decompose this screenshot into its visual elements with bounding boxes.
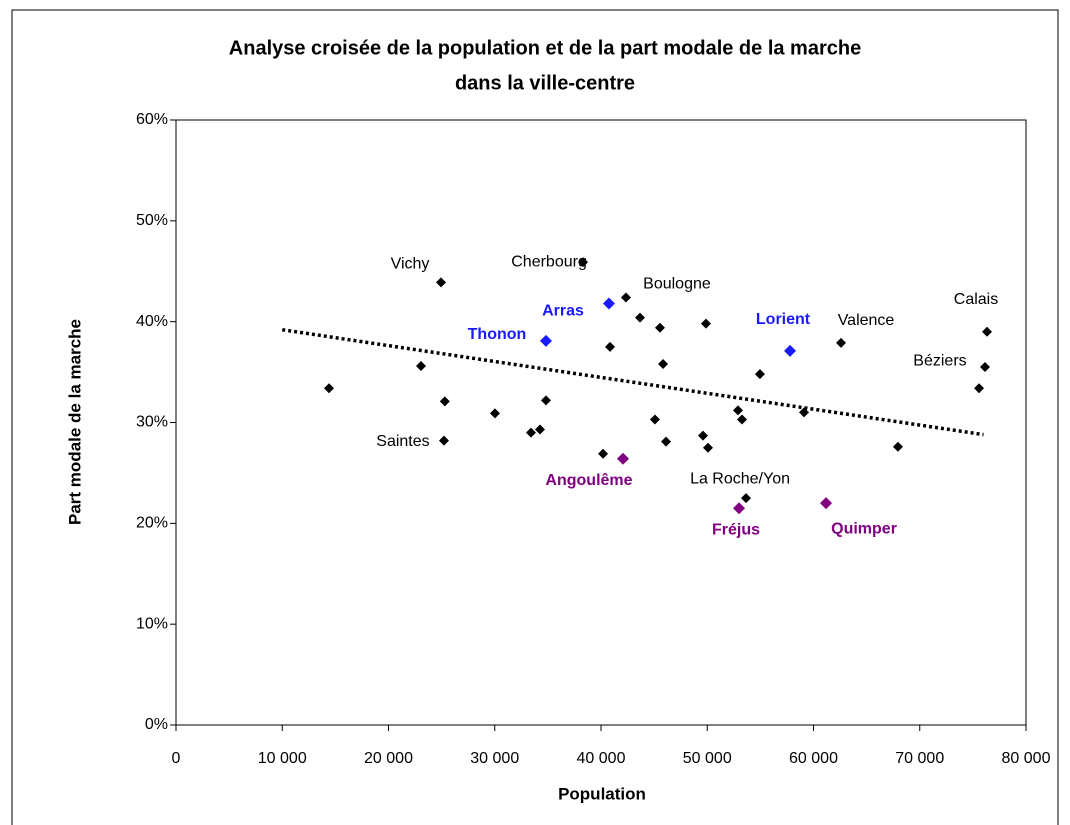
x-tick-label: 30 000 [470,750,519,767]
point [982,326,993,337]
point-label: Saintes [376,433,429,450]
point [616,452,629,465]
point [661,436,672,447]
point [634,312,645,323]
point-label: La Roche/Yon [690,470,790,487]
point [489,408,500,419]
point [416,361,427,372]
x-axis-title: Population [558,784,646,803]
x-tick-label: 0 [172,750,181,767]
point [892,441,903,452]
point-label: Arras [542,303,584,320]
point-label: Angoulême [545,472,632,489]
point [736,414,747,425]
point [540,395,551,406]
point-label: Calais [954,291,998,308]
point [820,497,833,510]
point-label: Valence [838,312,895,329]
point [535,424,546,435]
point [435,277,446,288]
x-tick-label: 20 000 [364,750,413,767]
point [979,362,990,373]
y-tick-label: 0% [145,716,168,733]
y-tick-label: 40% [136,313,168,330]
point [324,383,334,394]
y-tick-label: 30% [136,414,168,431]
y-tick-label: 10% [136,615,168,632]
point-label: Vichy [391,256,430,273]
point [649,414,660,425]
x-tick-label: 80 000 [1002,750,1051,767]
x-tick-label: 10 000 [258,750,307,767]
trendline [281,328,984,437]
point [438,435,449,446]
point [598,448,609,459]
point [784,344,797,357]
point [439,396,450,407]
point [702,442,713,453]
point [700,318,711,329]
point [578,257,589,268]
point [539,334,552,347]
point-label: Boulogne [643,276,711,293]
point [605,341,616,352]
chart-frame [11,9,1059,825]
point [658,359,669,370]
x-tick-label: 70 000 [895,750,944,767]
point [620,292,631,303]
y-tick-label: 60% [136,111,168,128]
point-label: Quimper [831,520,897,537]
point [732,405,743,416]
point [698,430,708,441]
point [974,383,985,394]
chart-title: dans la ville-centre [455,72,635,94]
point [799,407,810,418]
y-axis-title: Part modale de la marche [65,319,84,525]
point-label: Lorient [756,311,811,328]
point [754,369,765,380]
x-tick-label: 40 000 [577,750,626,767]
point [602,297,615,310]
y-tick-label: 20% [136,515,168,532]
y-tick-label: 50% [136,212,168,229]
point-label: Cherbourg [511,253,587,270]
point-label: Thonon [468,326,527,343]
point [654,322,665,333]
point [525,427,536,438]
point [733,502,746,515]
chart-title: Analyse croisée de la population et de l… [229,37,861,59]
point-label: Fréjus [712,521,760,538]
point [741,493,752,504]
x-tick-label: 60 000 [789,750,838,767]
point [836,337,847,348]
point-label: Béziers [913,352,966,369]
x-tick-label: 50 000 [683,750,732,767]
